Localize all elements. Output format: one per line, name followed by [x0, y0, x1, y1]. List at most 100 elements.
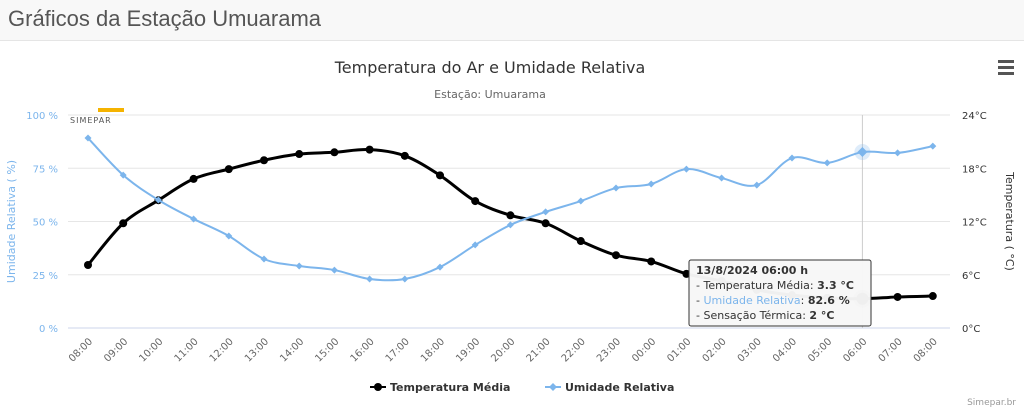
temperature-point[interactable]	[928, 292, 937, 301]
y-right-tick: 0°C	[962, 324, 980, 335]
tooltip-sens-label: Sensação Térmica	[703, 309, 802, 322]
temperature-point[interactable]	[189, 174, 198, 183]
x-tick: 10:00	[137, 336, 165, 364]
humidity-point[interactable]	[295, 262, 303, 270]
humidity-point[interactable]	[753, 181, 761, 189]
y-right-tick: 24°C	[962, 111, 987, 122]
legend-marker	[374, 383, 382, 391]
x-tick: 18:00	[419, 336, 447, 364]
x-tick: 22:00	[560, 336, 588, 364]
y-left-tick: 0 %	[39, 324, 58, 335]
humidity-point[interactable]	[823, 159, 831, 167]
humidity-point[interactable]	[330, 266, 338, 274]
y-right-label: Temperatura ( °C)	[1003, 171, 1016, 271]
legend-item[interactable]: Temperatura Média	[390, 381, 510, 394]
chart-menu-button[interactable]	[998, 60, 1014, 78]
humidity-point[interactable]	[506, 221, 514, 229]
temperature-point[interactable]	[224, 165, 233, 174]
tooltip-temp-label: Temperatura Média	[702, 279, 809, 292]
humidity-point[interactable]	[154, 196, 162, 204]
temperature-point[interactable]	[612, 251, 620, 260]
temperature-point[interactable]	[541, 219, 550, 228]
humidity-point[interactable]	[260, 255, 268, 263]
page-header: Gráficos da Estação Umuarama	[0, 0, 1024, 41]
x-tick: 01:00	[665, 336, 693, 364]
temperature-point[interactable]	[436, 171, 444, 180]
humidity-point[interactable]	[647, 180, 655, 188]
humidity-point[interactable]	[190, 215, 198, 223]
tooltip-header: 13/8/2024 06:00 h	[696, 264, 808, 277]
x-tick: 04:00	[771, 336, 799, 364]
temperature-point[interactable]	[682, 269, 691, 278]
tooltip-temp-line: - Temperatura Média: 3.3 °C	[696, 279, 854, 292]
temperature-point[interactable]	[506, 211, 515, 220]
humidity-point[interactable]	[857, 147, 868, 158]
temperature-point[interactable]	[576, 237, 585, 246]
x-tick: 20:00	[489, 336, 517, 364]
x-tick: 07:00	[877, 336, 905, 364]
x-tick: 14:00	[278, 336, 306, 364]
humidity-point[interactable]	[682, 165, 690, 173]
humidity-point[interactable]	[612, 184, 620, 192]
temperature-point[interactable]	[260, 156, 268, 165]
humidity-point[interactable]	[119, 171, 127, 179]
page-title: Gráficos da Estação Umuarama	[8, 6, 322, 31]
x-tick: 08:00	[912, 336, 940, 364]
humidity-point[interactable]	[788, 154, 796, 162]
tooltip-temp-value: 3.3 °C	[817, 279, 854, 292]
legend-marker	[549, 383, 557, 391]
x-tick: 00:00	[630, 336, 658, 364]
temperature-point[interactable]	[295, 150, 304, 159]
y-left-label: Umidade Relativa ( %)	[5, 160, 18, 283]
tooltip-hum-value: 82.6 %	[808, 294, 850, 307]
temperature-point[interactable]	[647, 257, 656, 266]
y-left-tick: 75 %	[33, 164, 58, 175]
tooltip-hum-line: - Umidade Relativa: 82.6 %	[696, 294, 850, 307]
menu-bar	[998, 66, 1014, 69]
x-tick: 15:00	[313, 336, 341, 364]
x-tick: 05:00	[806, 336, 834, 364]
humidity-point[interactable]	[436, 263, 444, 271]
x-tick: 09:00	[102, 336, 130, 364]
humidity-point[interactable]	[471, 241, 479, 249]
temperature-point[interactable]	[84, 260, 92, 269]
humidity-point[interactable]	[542, 208, 550, 216]
tooltip-sens-value: 2 °C	[809, 309, 834, 322]
simepar-logo-mark	[98, 108, 124, 112]
temperature-point[interactable]	[400, 151, 409, 160]
humidity-point[interactable]	[401, 275, 409, 283]
x-tick: 19:00	[454, 336, 482, 364]
tooltip-sens-line: - Sensação Térmica: 2 °C	[696, 309, 834, 322]
temperature-point[interactable]	[119, 219, 128, 228]
y-left-tick: 50 %	[33, 218, 58, 229]
humidity-point[interactable]	[929, 142, 937, 150]
menu-bar	[998, 60, 1014, 63]
humidity-point[interactable]	[84, 134, 92, 142]
y-left-tick: 100 %	[26, 111, 58, 122]
humidity-point[interactable]	[366, 275, 374, 283]
credits[interactable]: Simepar.br	[967, 398, 1016, 408]
x-tick: 06:00	[841, 336, 869, 364]
x-tick: 13:00	[243, 336, 271, 364]
tooltip-box	[688, 259, 872, 327]
humidity-point[interactable]	[894, 149, 902, 157]
temperature-point[interactable]	[471, 197, 480, 206]
humidity-point[interactable]	[225, 232, 233, 240]
x-tick: 03:00	[736, 336, 764, 364]
temperature-point[interactable]	[893, 292, 902, 301]
x-tick: 21:00	[525, 336, 553, 364]
temperature-point[interactable]	[330, 148, 339, 157]
legend-item[interactable]: Umidade Relativa	[565, 381, 674, 394]
x-tick: 11:00	[173, 336, 201, 364]
humidity-point[interactable]	[718, 174, 726, 182]
chart: Temperatura do Ar e Umidade Relativa Esta…	[5, 58, 1016, 408]
chart-title: Temperatura do Ar e Umidade Relativa	[334, 58, 646, 77]
y-right-tick: 6°C	[962, 271, 980, 282]
chart-subtitle: Estação: Umuarama	[434, 88, 546, 101]
y-right-tick: 12°C	[962, 218, 987, 229]
humidity-point[interactable]	[577, 197, 585, 205]
temperature-point[interactable]	[365, 145, 374, 154]
series-line-humidity	[87, 137, 933, 282]
x-tick: 08:00	[67, 336, 95, 364]
x-tick: 02:00	[701, 336, 729, 364]
